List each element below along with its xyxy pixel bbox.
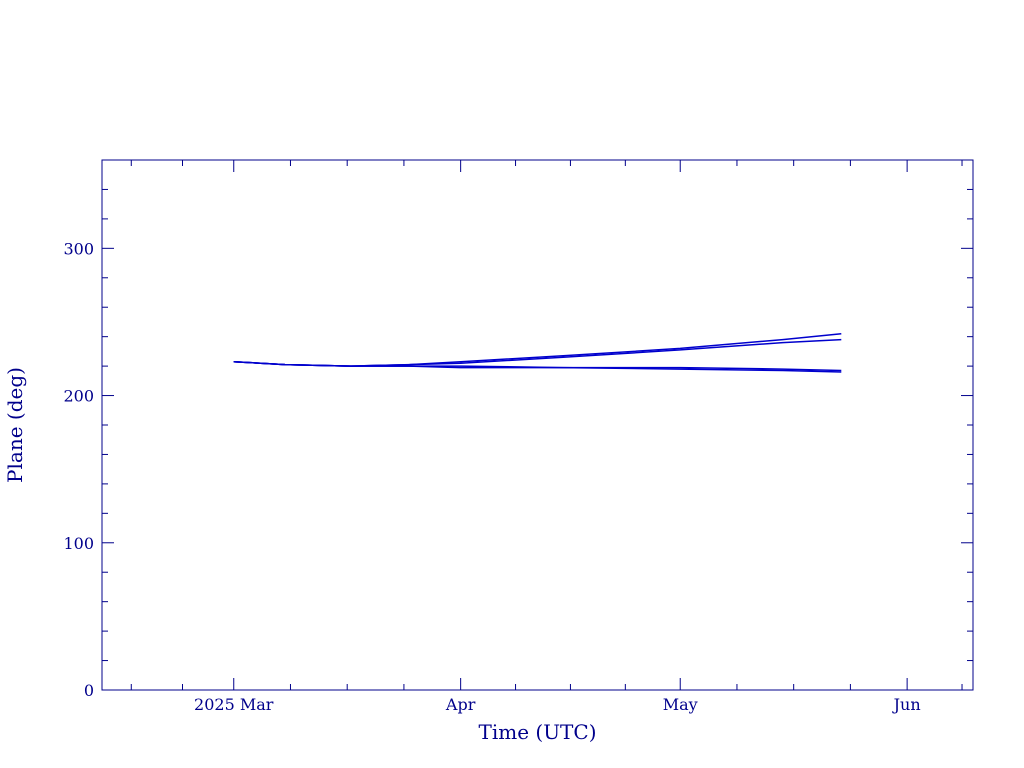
y-tick-label: 300 [63,239,94,258]
x-tick-label: Apr [445,695,476,714]
series-line-4 [233,360,842,372]
y-axis-ticks: 0 100 200 300 [63,159,973,700]
x-tick-label: May [663,695,698,714]
series-line-2 [233,338,842,367]
y-tick-label: 0 [84,681,94,700]
plot-frame [101,159,974,691]
series-lines [233,332,842,373]
y-tick-label: 200 [63,387,94,406]
x-tick-label: Jun [892,695,921,714]
x-axis-ticks: 2025 Mar Apr May Jun [130,160,963,714]
x-axis-title: Time (UTC) [479,720,597,744]
y-axis-title: Plane (deg) [3,367,27,483]
x-tick-label: 2025 Mar [194,695,274,714]
y-tick-label: 100 [63,534,94,553]
series-line-1 [233,332,842,367]
